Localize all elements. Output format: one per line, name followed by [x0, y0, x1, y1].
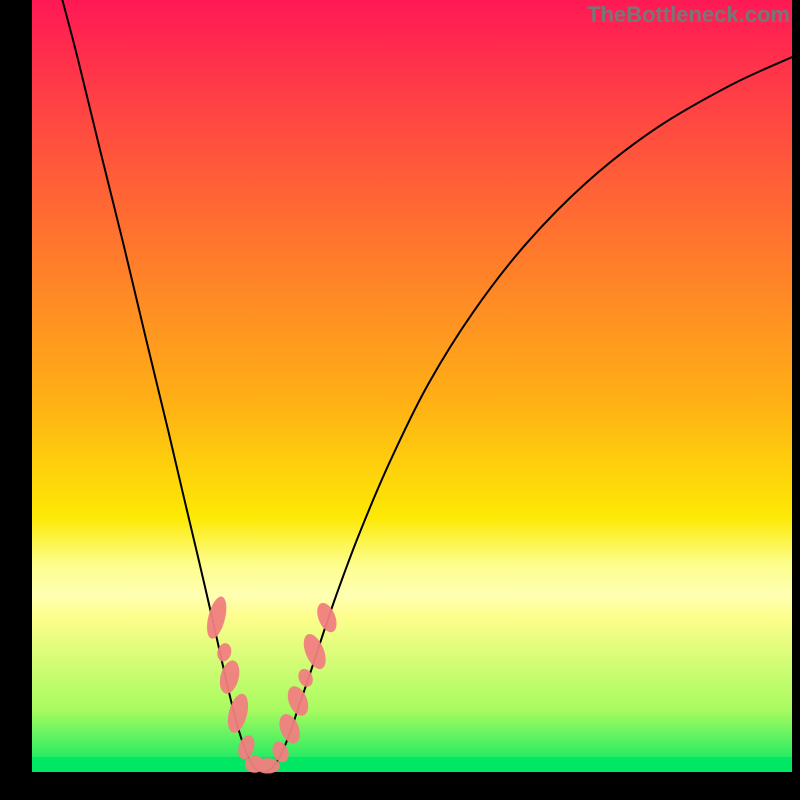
scatter-blob	[255, 758, 279, 773]
chart-root: TheBottleneck.com	[0, 0, 800, 800]
plot-background	[32, 0, 792, 772]
green-strip	[32, 757, 792, 772]
watermark-text: TheBottleneck.com	[587, 2, 790, 28]
chart-svg	[0, 0, 800, 800]
